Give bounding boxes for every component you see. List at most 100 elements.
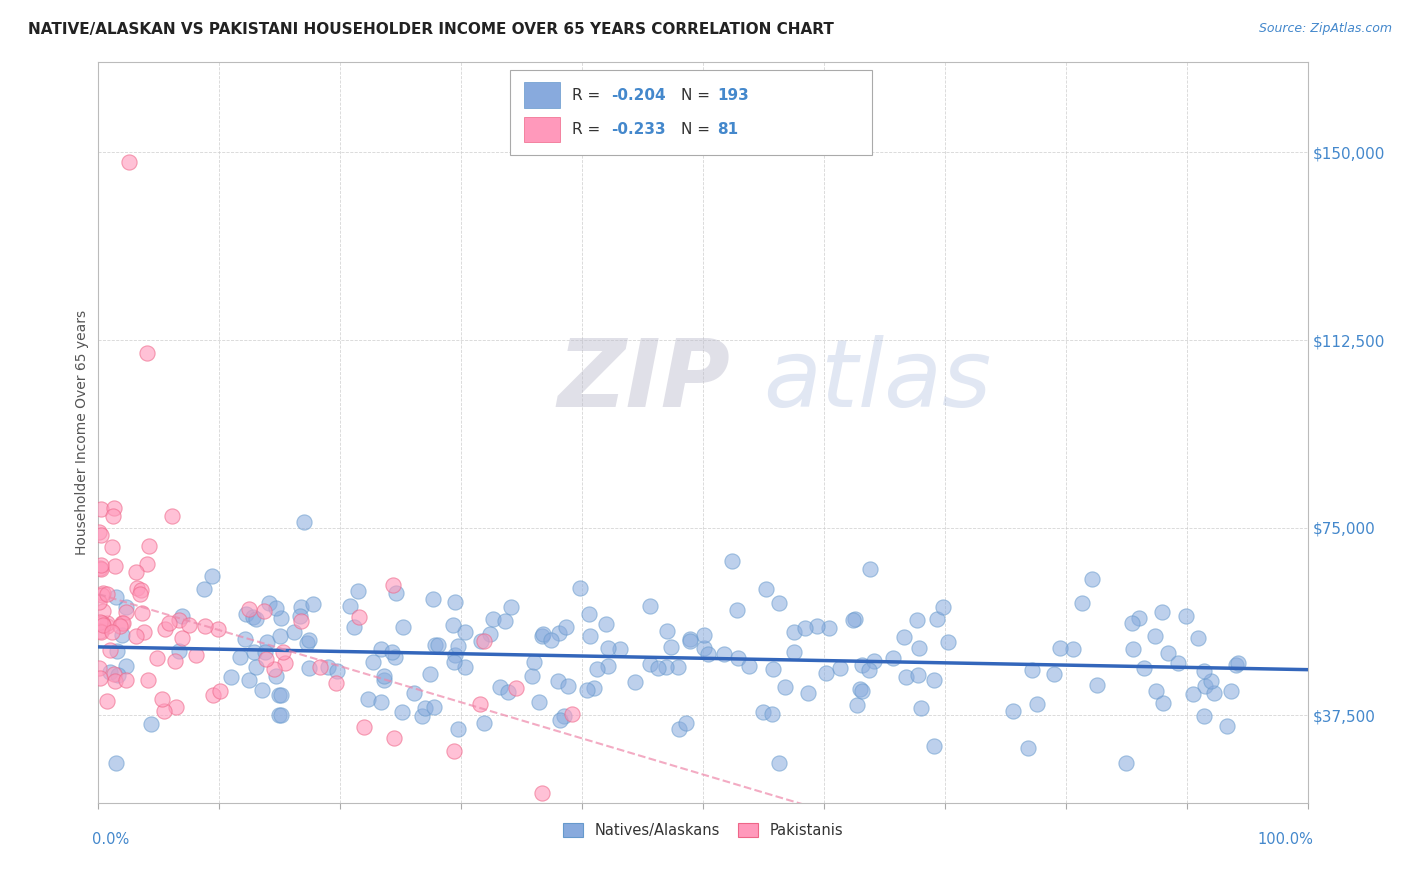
Point	[270, 688, 292, 702]
Point	[1085, 678, 1108, 692]
Point	[1150, 605, 1173, 619]
Point	[105, 756, 128, 770]
Text: 81: 81	[717, 122, 738, 137]
Point	[104, 591, 127, 605]
Point	[152, 704, 174, 718]
Point	[668, 723, 690, 737]
Point	[561, 707, 583, 722]
Point	[443, 744, 465, 758]
Point	[859, 562, 882, 576]
Point	[851, 657, 873, 672]
Point	[1215, 719, 1237, 733]
Point	[111, 615, 134, 630]
Point	[907, 613, 929, 627]
Point	[423, 700, 446, 714]
Point	[447, 723, 470, 737]
Point	[238, 602, 260, 616]
Point	[1143, 629, 1166, 643]
Point	[104, 559, 127, 574]
Point	[609, 641, 631, 656]
Point	[391, 705, 413, 719]
Point	[308, 660, 330, 674]
Point	[882, 651, 904, 665]
Point	[783, 625, 806, 640]
Point	[219, 671, 242, 685]
Point	[1166, 656, 1188, 670]
Point	[125, 582, 148, 596]
Point	[392, 620, 415, 634]
Point	[361, 655, 384, 669]
Point	[301, 598, 323, 612]
Text: NATIVE/ALASKAN VS PAKISTANI HOUSEHOLDER INCOME OVER 65 YEARS CORRELATION CHART: NATIVE/ALASKAN VS PAKISTANI HOUSEHOLDER …	[28, 22, 834, 37]
Point	[266, 668, 288, 682]
Point	[1062, 642, 1084, 657]
Point	[90, 502, 112, 516]
Point	[382, 731, 405, 745]
Point	[1121, 616, 1143, 631]
Point	[1021, 663, 1043, 677]
Point	[353, 720, 375, 734]
Point	[893, 631, 915, 645]
Point	[91, 586, 114, 600]
FancyBboxPatch shape	[524, 82, 561, 108]
Point	[523, 656, 546, 670]
Point	[347, 583, 370, 598]
Point	[496, 685, 519, 699]
Point	[932, 600, 955, 615]
Point	[1049, 640, 1071, 655]
Point	[202, 688, 225, 702]
Point	[531, 626, 554, 640]
Point	[90, 528, 112, 542]
Point	[90, 562, 112, 576]
Point	[107, 668, 129, 682]
Point	[91, 616, 114, 631]
Point	[858, 663, 880, 677]
Point	[90, 588, 112, 602]
FancyBboxPatch shape	[509, 70, 872, 155]
Point	[418, 666, 440, 681]
Point	[488, 680, 510, 694]
Text: 0.0%: 0.0%	[93, 832, 129, 847]
Point	[101, 624, 124, 639]
Point	[1187, 632, 1209, 646]
Point	[179, 618, 201, 632]
Point	[768, 596, 790, 610]
Point	[357, 691, 380, 706]
Point	[381, 578, 404, 592]
Text: ZIP: ZIP	[558, 334, 731, 426]
Point	[115, 673, 138, 688]
Point	[110, 628, 132, 642]
Point	[167, 643, 190, 657]
Point	[153, 622, 176, 636]
Point	[270, 610, 292, 624]
Point	[818, 621, 841, 635]
Point	[89, 615, 111, 630]
Point	[472, 633, 495, 648]
Point	[640, 657, 662, 672]
Point	[761, 707, 783, 722]
Point	[806, 619, 828, 633]
Point	[783, 644, 806, 658]
Point	[482, 612, 505, 626]
Point	[531, 786, 554, 800]
Text: 100.0%: 100.0%	[1258, 832, 1313, 847]
Point	[347, 610, 370, 624]
Point	[274, 656, 297, 670]
Point	[170, 632, 193, 646]
Point	[655, 624, 678, 639]
Point	[339, 599, 361, 613]
Point	[402, 685, 425, 699]
Point	[1128, 610, 1150, 624]
Point	[527, 695, 550, 709]
Point	[1194, 679, 1216, 693]
Point	[922, 739, 945, 753]
Point	[737, 659, 759, 673]
Point	[479, 626, 502, 640]
Point	[1071, 596, 1094, 610]
Point	[101, 540, 124, 554]
Point	[1115, 756, 1137, 770]
Point	[292, 515, 315, 529]
Point	[862, 654, 884, 668]
Text: 193: 193	[717, 87, 749, 103]
Point	[1026, 698, 1049, 712]
